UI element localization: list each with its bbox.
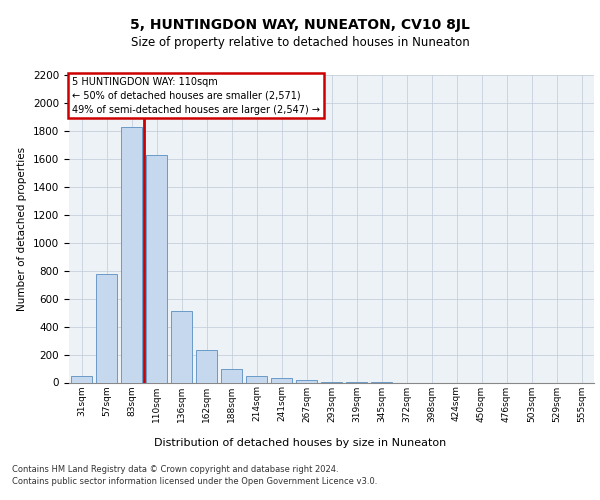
- Bar: [296, 380, 317, 382]
- Text: Distribution of detached houses by size in Nuneaton: Distribution of detached houses by size …: [154, 438, 446, 448]
- Text: 5, HUNTINGDON WAY, NUNEATON, CV10 8JL: 5, HUNTINGDON WAY, NUNEATON, CV10 8JL: [130, 18, 470, 32]
- Bar: [121, 128, 142, 382]
- Bar: [271, 378, 292, 382]
- Y-axis label: Number of detached properties: Number of detached properties: [17, 146, 28, 311]
- Bar: [221, 368, 242, 382]
- Bar: [246, 376, 267, 382]
- Bar: [96, 274, 117, 382]
- Bar: [71, 376, 92, 382]
- Text: Size of property relative to detached houses in Nuneaton: Size of property relative to detached ho…: [131, 36, 469, 49]
- Text: Contains HM Land Registry data © Crown copyright and database right 2024.: Contains HM Land Registry data © Crown c…: [12, 466, 338, 474]
- Text: 5 HUNTINGDON WAY: 110sqm
← 50% of detached houses are smaller (2,571)
49% of sem: 5 HUNTINGDON WAY: 110sqm ← 50% of detach…: [71, 76, 320, 114]
- Bar: [171, 311, 192, 382]
- Bar: [146, 156, 167, 382]
- Text: Contains public sector information licensed under the Open Government Licence v3: Contains public sector information licen…: [12, 477, 377, 486]
- Bar: [196, 350, 217, 382]
